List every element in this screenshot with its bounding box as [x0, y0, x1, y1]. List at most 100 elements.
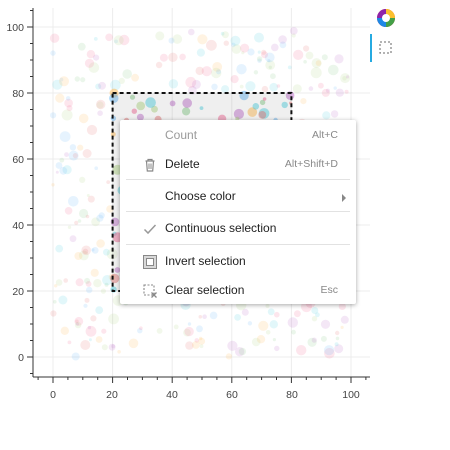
- submenu-arrow-icon: [342, 194, 346, 202]
- scatter-dot: [122, 69, 132, 79]
- scatter-dot: [196, 48, 205, 57]
- scatter-dot: [87, 325, 92, 330]
- scatter-dot: [77, 219, 82, 223]
- scatter-dot: [66, 105, 73, 112]
- scatter-dot: [75, 322, 79, 326]
- scatter-dot: [335, 336, 340, 341]
- menu-item-count[interactable]: Count Alt+C: [120, 121, 356, 149]
- scatter-dot: [114, 39, 118, 44]
- menu-item-invert-selection[interactable]: Invert selection: [120, 247, 356, 275]
- scatter-dot: [311, 316, 318, 322]
- menu-item-delete[interactable]: Delete Alt+Shift+D: [120, 150, 356, 178]
- scatter-dot: [96, 99, 106, 110]
- menu-item-continuous-selection[interactable]: Continuous selection: [120, 214, 356, 242]
- scatter-dot: [321, 54, 328, 61]
- scatter-dot: [264, 52, 275, 63]
- x-tick-label-100: 100: [342, 389, 360, 401]
- scatter-dot: [74, 321, 82, 329]
- scatter-dot: [86, 50, 96, 59]
- scatter-dot: [51, 183, 55, 187]
- scatter-dot: [108, 313, 119, 325]
- scatter-dot: [270, 73, 276, 80]
- scatter-dot: [100, 288, 106, 294]
- menu-item-invert-selection-label: Invert selection: [165, 254, 246, 268]
- scatter-dot: [278, 35, 287, 44]
- menu-item-clear-selection[interactable]: Clear selection Esc: [120, 276, 356, 304]
- scatter-dot: [91, 248, 95, 252]
- scatter-dot: [247, 321, 253, 326]
- scatter-dot: [340, 73, 351, 84]
- scatter-dot: [279, 41, 287, 49]
- scatter-dot: [287, 65, 292, 70]
- scatter-dot: [74, 220, 79, 225]
- scatter-dot: [106, 180, 111, 185]
- scatter-dot: [168, 37, 175, 44]
- context-menu: Count Alt+C Delete Alt+Shift+D Choose co…: [120, 120, 356, 304]
- scatter-dot: [62, 165, 72, 175]
- active-tool-indicator: [370, 34, 372, 62]
- scatter-dot: [292, 84, 302, 94]
- scatter-dot: [335, 330, 340, 336]
- scatter-dot: [131, 73, 140, 82]
- trash-icon: [142, 157, 158, 173]
- scatter-dot: [68, 196, 79, 207]
- scatter-dot: [101, 328, 107, 334]
- scatter-dot: [254, 32, 264, 43]
- scatter-dot: [231, 44, 242, 54]
- scatter-dot: [311, 58, 322, 69]
- scatter-dot: [131, 108, 137, 114]
- scatter-dot: [79, 176, 86, 183]
- scatter-dot: [88, 338, 92, 342]
- menu-item-continuous-selection-label: Continuous selection: [165, 221, 277, 235]
- scatter-dot: [82, 149, 92, 158]
- scatter-dot: [256, 56, 263, 62]
- scatter-dot: [267, 59, 271, 63]
- scatter-dot: [75, 319, 79, 324]
- bokeh-logo-icon[interactable]: [376, 8, 396, 28]
- scatter-dot: [78, 113, 89, 124]
- scatter-dot: [209, 311, 218, 320]
- scatter-dot: [55, 279, 63, 286]
- x-axis-ticks: [37, 377, 367, 383]
- scatter-dot: [77, 42, 86, 51]
- scatter-dot: [236, 63, 247, 75]
- scatter-dot: [96, 101, 104, 109]
- scatter-dot: [291, 329, 296, 335]
- menu-item-delete-label: Delete: [165, 157, 200, 171]
- scatter-dot: [75, 278, 84, 287]
- scatter-dot: [256, 335, 266, 344]
- scatter-dot: [108, 343, 116, 351]
- scatter-dot: [84, 277, 91, 284]
- scatter-dot: [257, 50, 261, 54]
- menu-separator: [126, 244, 350, 245]
- scatter-dot: [310, 67, 322, 79]
- scatter-dot: [136, 101, 146, 111]
- scatter-dot: [247, 107, 258, 117]
- scatter-dot: [198, 315, 203, 319]
- scatter-dot: [342, 76, 347, 81]
- scatter-dot: [239, 84, 244, 89]
- scatter-dot: [320, 319, 331, 329]
- scatter-dot: [272, 338, 276, 342]
- toolbar: [370, 4, 398, 64]
- box-select-icon[interactable]: [378, 40, 394, 56]
- scatter-dot: [91, 217, 100, 227]
- scatter-dot: [98, 81, 106, 90]
- menu-item-choose-color[interactable]: Choose color: [120, 182, 356, 210]
- scatter-dot: [98, 212, 105, 219]
- scatter-dot: [335, 88, 344, 97]
- scatter-dot: [55, 244, 64, 253]
- menu-item-choose-color-label: Choose color: [165, 189, 236, 203]
- scatter-dot: [271, 43, 279, 52]
- scatter-dot: [334, 342, 339, 347]
- scatter-dot: [261, 85, 269, 93]
- scatter-dot: [188, 28, 195, 36]
- scatter-dot: [67, 225, 72, 229]
- scatter-dot: [80, 340, 91, 350]
- scatter-dot: [59, 157, 65, 163]
- scatter-dot: [87, 195, 95, 203]
- scatter-dot: [235, 116, 240, 121]
- scatter-dot: [233, 108, 244, 120]
- scatter-dot: [211, 67, 222, 79]
- scatter-dot: [118, 77, 125, 84]
